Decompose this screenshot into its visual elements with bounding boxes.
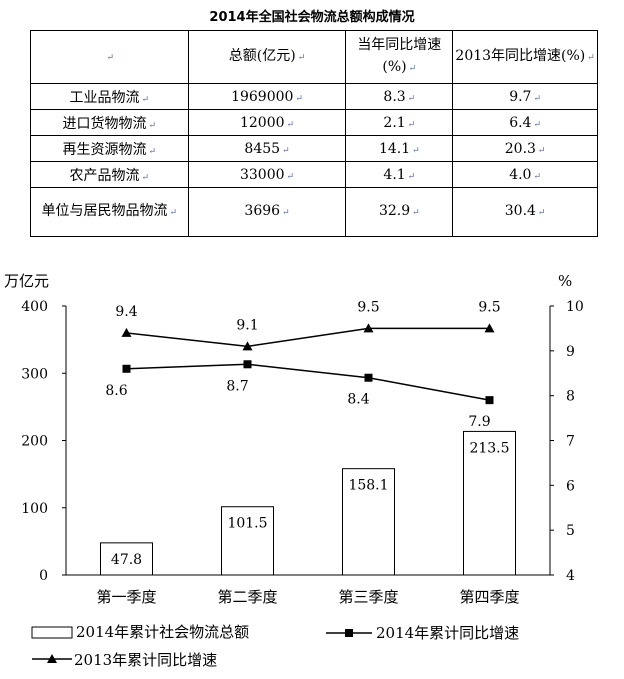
legend-bar-swatch [31, 626, 73, 639]
row-growth-2013: 30.4 ↵ [452, 187, 598, 237]
header-cell-total: 总额(亿元) ↵ [187, 30, 347, 84]
legend-square-marker [345, 629, 353, 637]
row-growth-2014: 32.9 ↵ [345, 187, 454, 237]
row-growth-2014: 2.1 ↵ [345, 109, 454, 136]
x-tick-label: 第二季度 [217, 588, 277, 606]
row-growth-2014: 4.1 ↵ [345, 161, 454, 188]
x-tick-label: 第一季度 [96, 588, 156, 606]
y-left-tick-label: 400 [21, 299, 48, 315]
line-data-label: 8.6 [105, 383, 127, 399]
table-row: 单位与居民物品物流 ↵ 3696 ↵ 32.9 ↵ 30.4 ↵ [30, 187, 598, 237]
table-row: 进口货物物流 ↵ 12000 ↵ 2.1 ↵ 6.4 ↵ [30, 109, 598, 136]
row-growth-2014: 8.3 ↵ [345, 83, 454, 110]
table-row: 工业品物流 ↵ 1969000 ↵ 8.3 ↵ 9.7 ↵ [30, 83, 598, 110]
y-left-tick-label: 0 [39, 568, 48, 584]
triangle-point [363, 323, 374, 333]
row-total: 12000 ↵ [187, 109, 347, 136]
line-data-label: 9.4 [115, 304, 137, 320]
square-point [122, 364, 131, 373]
header-cell-blank: ↵ [30, 30, 189, 84]
legend-triangle-marker [47, 654, 57, 663]
row-name: 农产品物流 ↵ [30, 161, 189, 188]
table-title: 2014年全国社会物流总额构成情况 [209, 10, 415, 25]
y-right-tick-label: 10 [566, 299, 584, 315]
row-total: 1969000 ↵ [187, 83, 347, 110]
row-growth-2013: 6.4 ↵ [452, 109, 598, 136]
bar [221, 506, 274, 576]
bar [463, 430, 516, 576]
line-data-label: 7.9 [468, 414, 490, 430]
line-data-label: 9.5 [357, 299, 379, 315]
combo-chart: 万亿元 % 0 100 200 300 400 4 5 6 7 8 9 10 第一季度 第二季度 第三季度 第四季… [4, 272, 584, 669]
triangle-point [121, 327, 132, 337]
line-data-label: 8.7 [226, 378, 248, 394]
triangle-point [242, 341, 253, 351]
table-row: 农产品物流 ↵ 33000 ↵ 4.1 ↵ 4.0 ↵ [30, 161, 598, 188]
row-growth-2013: 20.3 ↵ [452, 135, 598, 162]
y-right-tick-label: 6 [566, 478, 575, 494]
bar-data-label: 158.1 [348, 478, 388, 494]
y-right-axis-label: % [558, 272, 572, 290]
y-right-tick-label: 8 [566, 389, 575, 405]
y-left-tick-label: 100 [21, 501, 48, 517]
row-growth-2013: 9.7 ↵ [452, 83, 598, 110]
bar-data-label: 47.8 [111, 552, 142, 568]
y-left-tick-label: 300 [21, 366, 48, 382]
row-growth-2013: 4.0 ↵ [452, 161, 598, 188]
triangle-point [484, 323, 495, 333]
header-cell-growth-2013: 2013年同比增速(%) ↵ [452, 30, 598, 84]
row-total: 3696 ↵ [187, 187, 347, 237]
row-name: 单位与居民物品物流 ↵ [30, 187, 189, 237]
x-tick-label: 第三季度 [338, 588, 398, 606]
row-growth-2014: 14.1 ↵ [345, 135, 454, 162]
bar-data-label: 213.5 [469, 440, 509, 456]
y-left-tick-label: 200 [21, 434, 48, 450]
y-right-tick-label: 4 [566, 568, 575, 584]
y-right-tick-label: 9 [566, 344, 575, 360]
table-header-row: ↵ 总额(亿元) ↵ 当年同比增速(%) ↵ 2013年同比增速(%) ↵ [30, 30, 598, 84]
y-left-axis-label: 万亿元 [4, 272, 49, 290]
square-point [364, 373, 373, 382]
square-point [243, 360, 252, 369]
row-name: 进口货物物流 ↵ [30, 109, 189, 136]
row-name: 工业品物流 ↵ [30, 83, 189, 110]
line-data-label: 8.4 [347, 392, 369, 408]
legend-label: 2014年累计社会物流总额 [76, 623, 249, 641]
square-point [485, 396, 494, 405]
y-right-tick-label: 5 [566, 523, 575, 539]
stats-table: ↵ 总额(亿元) ↵ 当年同比增速(%) ↵ 2013年同比增速(%) ↵ 工业品物流… [30, 30, 598, 237]
bar [342, 468, 395, 576]
row-total: 8455 ↵ [187, 135, 347, 162]
y-right-tick-label: 7 [566, 434, 575, 450]
line-data-label: 9.5 [478, 299, 500, 315]
line-data-label: 9.1 [236, 317, 258, 333]
series-line-2013 [126, 327, 490, 348]
legend-label: 2014年累计同比增速 [376, 624, 519, 642]
x-tick-label: 第四季度 [459, 588, 519, 606]
header-cell-growth-2014: 当年同比增速(%) ↵ [345, 30, 454, 84]
row-total: 33000 ↵ [187, 161, 347, 188]
bar-data-label: 101.5 [227, 516, 267, 532]
table-row: 再生资源物流 ↵ 8455 ↵ 14.1 ↵ 20.3 ↵ [30, 135, 598, 162]
series-line-2014 [126, 363, 490, 401]
row-name: 再生资源物流 ↵ [30, 135, 189, 162]
bar [100, 542, 153, 576]
legend-label: 2013年累计同比增速 [74, 651, 217, 669]
